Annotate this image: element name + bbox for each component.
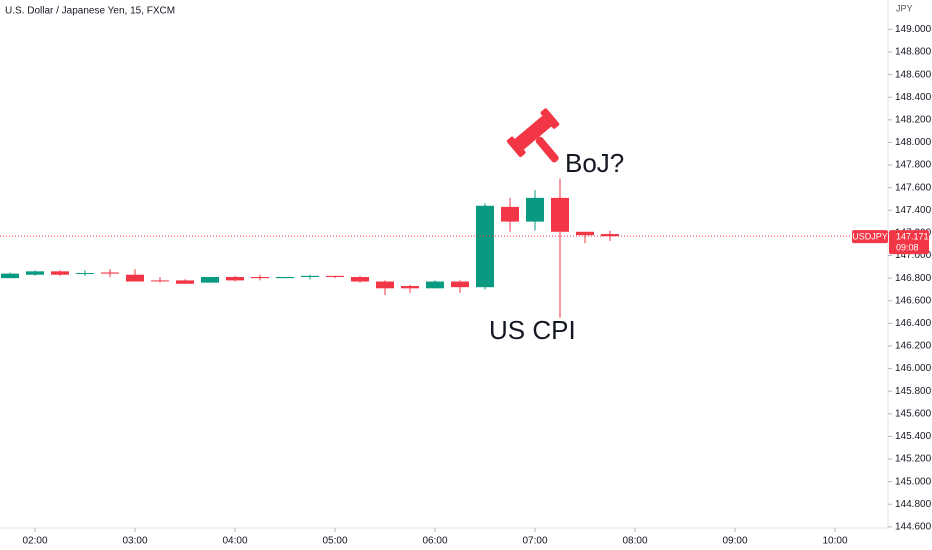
y-tick-label: 148.000 [895,137,932,148]
candle-body [526,197,544,222]
symbol-label: USDJPY [852,232,888,242]
candle-body [51,271,69,275]
price-badge [889,230,929,255]
y-tick-label: 146.200 [895,341,932,352]
y-tick-label: 148.200 [895,114,932,125]
candle-body [176,280,194,284]
candle-body [251,277,269,279]
candle-body [551,197,569,232]
y-tick-label: 148.400 [895,92,932,103]
x-tick-label: 07:00 [522,536,547,547]
candle-body [151,280,169,282]
candle-body [26,271,44,275]
candle-body [276,277,294,279]
y-tick-label: 145.400 [895,431,932,442]
y-tick-label: 144.800 [895,499,932,510]
candle-body [101,272,119,274]
candle-body [76,273,94,275]
y-tick-label: 147.000 [895,250,932,261]
x-tick-label: 05:00 [322,536,347,547]
candle-body [201,277,219,283]
chart-title: U.S. Dollar / Japanese Yen, 15, FXCM [5,6,175,17]
gavel-icon [506,108,560,163]
x-tick-label: 03:00 [122,536,147,547]
y-axis-label: JPY [896,3,913,13]
y-tick-label: 148.800 [895,47,932,58]
candle-body [226,277,244,281]
annotation: US CPI [489,315,576,345]
candle-body [301,275,319,278]
y-tick-label: 146.600 [895,295,932,306]
annotation: BoJ? [565,148,624,178]
y-tick-label: 144.600 [895,522,932,533]
candle-body [0,273,19,279]
x-tick-label: 10:00 [822,536,847,547]
y-tick-label: 147.800 [895,160,932,171]
y-tick-label: 146.000 [895,363,932,374]
candle-body [376,281,394,289]
y-tick-label: 147.600 [895,182,932,193]
y-tick-label: 147.400 [895,205,932,216]
candle-body [576,231,594,236]
y-tick-label: 145.200 [895,454,932,465]
x-tick-label: 08:00 [622,536,647,547]
candle-body [401,286,419,289]
countdown-label: 09:08 [896,243,919,253]
candle-body [426,281,444,289]
last-price-label: 147.171 [896,232,929,242]
x-tick-label: 02:00 [22,536,47,547]
y-tick-label: 146.400 [895,318,932,329]
candle-body [476,205,494,288]
y-tick-label: 145.600 [895,408,932,419]
x-tick-label: 04:00 [222,536,247,547]
candle-body [126,274,144,282]
candle-body [501,206,519,222]
candle-body [326,275,344,278]
x-tick-label: 06:00 [422,536,447,547]
symbol-badge [852,230,888,244]
candle-body [451,281,469,288]
candle-body [351,277,369,282]
y-tick-label: 145.800 [895,386,932,397]
x-tick-label: 09:00 [722,536,747,547]
y-tick-label: 146.800 [895,273,932,284]
y-tick-label: 149.000 [895,24,932,35]
y-tick-label: 148.600 [895,69,932,80]
y-tick-label: 145.000 [895,476,932,487]
candle-body [601,234,619,237]
